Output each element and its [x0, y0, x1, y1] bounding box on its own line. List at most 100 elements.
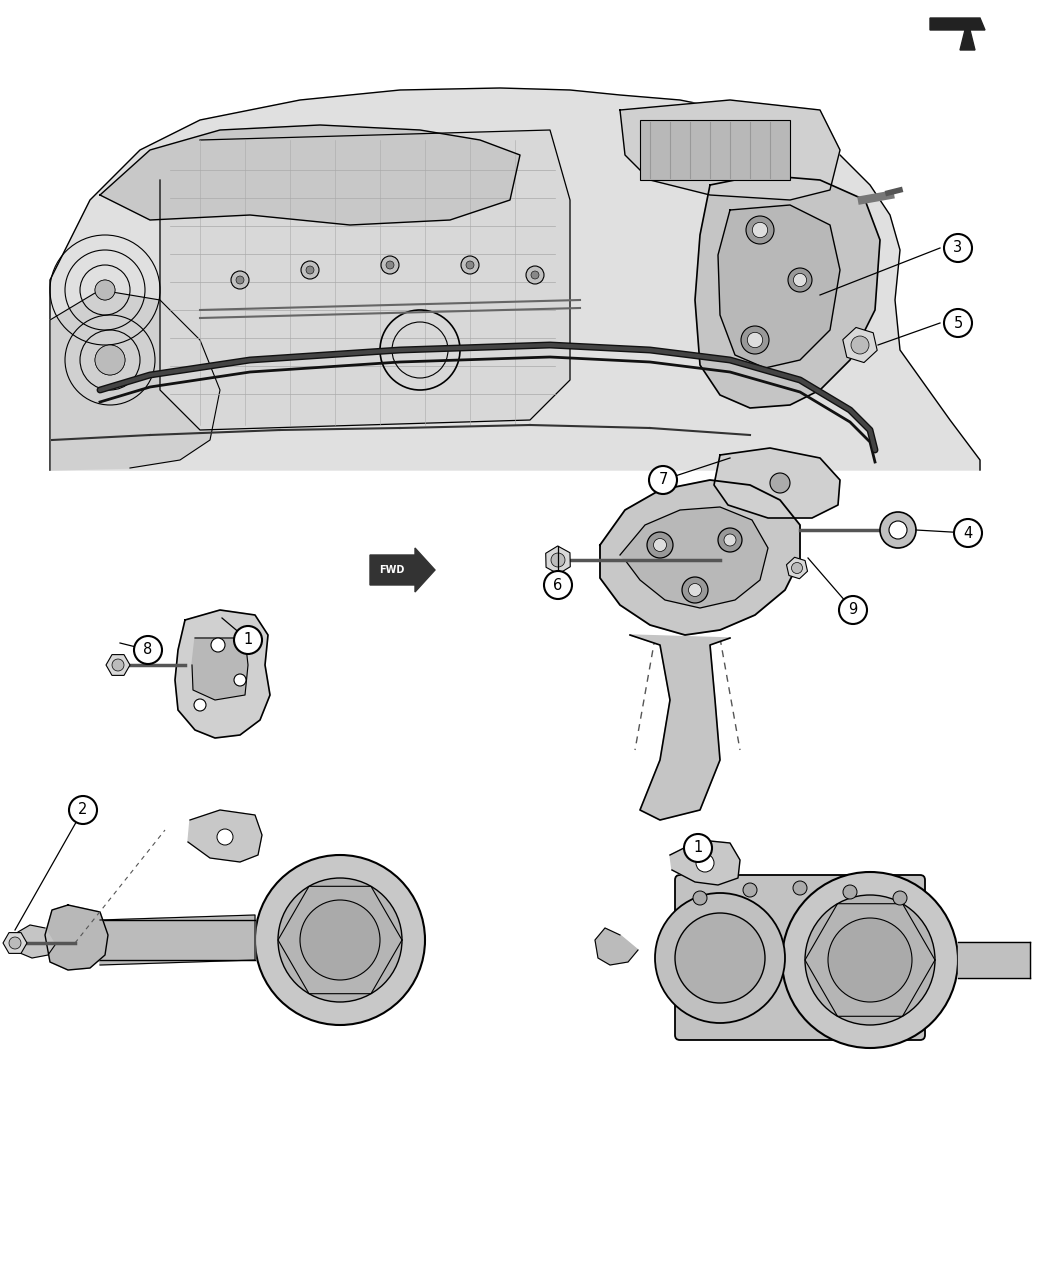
Circle shape	[461, 256, 479, 274]
Polygon shape	[620, 99, 840, 200]
Polygon shape	[630, 635, 730, 820]
Circle shape	[526, 266, 544, 284]
Circle shape	[531, 272, 539, 279]
Circle shape	[301, 261, 319, 279]
Text: 3: 3	[953, 241, 963, 255]
Circle shape	[112, 659, 124, 671]
Circle shape	[236, 275, 244, 284]
Polygon shape	[3, 932, 27, 954]
Circle shape	[211, 638, 225, 652]
FancyBboxPatch shape	[675, 875, 925, 1040]
Text: 2: 2	[79, 802, 88, 817]
Polygon shape	[670, 840, 740, 885]
Polygon shape	[546, 546, 570, 574]
Circle shape	[770, 473, 790, 493]
Polygon shape	[45, 905, 108, 970]
Circle shape	[850, 337, 869, 354]
Bar	[40, 15, 990, 470]
Circle shape	[647, 532, 673, 558]
Text: 6: 6	[553, 578, 563, 593]
Circle shape	[892, 891, 907, 905]
Circle shape	[788, 268, 812, 292]
Circle shape	[684, 834, 712, 862]
Polygon shape	[192, 638, 248, 700]
Circle shape	[748, 333, 762, 348]
Polygon shape	[175, 609, 270, 738]
Circle shape	[743, 884, 757, 898]
Circle shape	[880, 513, 916, 548]
Circle shape	[551, 553, 565, 567]
Circle shape	[466, 261, 474, 269]
Circle shape	[693, 891, 707, 905]
Polygon shape	[718, 205, 840, 368]
Circle shape	[544, 571, 572, 599]
Circle shape	[194, 699, 206, 711]
Circle shape	[828, 918, 912, 1002]
Circle shape	[234, 626, 262, 654]
Circle shape	[306, 266, 314, 274]
Text: 1: 1	[693, 840, 702, 856]
Circle shape	[792, 562, 802, 574]
Circle shape	[9, 937, 21, 949]
Circle shape	[843, 885, 857, 899]
Polygon shape	[100, 915, 255, 965]
Polygon shape	[695, 175, 880, 408]
Circle shape	[794, 273, 806, 287]
Polygon shape	[714, 448, 840, 518]
Polygon shape	[50, 289, 220, 470]
Circle shape	[300, 900, 380, 980]
Circle shape	[724, 534, 736, 546]
Circle shape	[381, 256, 399, 274]
Circle shape	[718, 528, 742, 552]
Polygon shape	[595, 928, 638, 965]
Circle shape	[793, 881, 807, 895]
Text: 8: 8	[144, 643, 152, 658]
Circle shape	[682, 578, 708, 603]
Circle shape	[278, 878, 402, 1002]
Text: 5: 5	[953, 315, 963, 330]
Circle shape	[649, 465, 677, 493]
Circle shape	[696, 854, 714, 872]
Circle shape	[386, 261, 394, 269]
Circle shape	[675, 913, 765, 1003]
Circle shape	[94, 346, 125, 375]
Polygon shape	[620, 507, 768, 608]
Polygon shape	[843, 328, 877, 362]
Circle shape	[655, 892, 785, 1023]
Circle shape	[944, 309, 972, 337]
Circle shape	[69, 796, 97, 824]
Circle shape	[217, 829, 233, 845]
Text: 9: 9	[848, 603, 858, 617]
Circle shape	[231, 272, 249, 289]
Circle shape	[255, 856, 425, 1025]
Polygon shape	[600, 479, 800, 635]
Text: 1: 1	[244, 632, 253, 648]
Text: 4: 4	[964, 525, 972, 541]
Polygon shape	[160, 130, 570, 430]
Polygon shape	[50, 88, 980, 470]
Circle shape	[752, 222, 768, 237]
Circle shape	[234, 674, 246, 686]
Circle shape	[94, 280, 116, 300]
Text: FWD: FWD	[379, 565, 404, 575]
Circle shape	[944, 235, 972, 261]
Polygon shape	[100, 125, 520, 224]
Polygon shape	[15, 924, 55, 958]
Circle shape	[839, 595, 867, 623]
Polygon shape	[930, 18, 985, 50]
Circle shape	[746, 215, 774, 244]
Text: 7: 7	[658, 473, 668, 487]
Polygon shape	[106, 654, 130, 676]
Circle shape	[954, 519, 982, 547]
Circle shape	[653, 538, 667, 552]
Circle shape	[782, 872, 958, 1048]
Polygon shape	[188, 810, 262, 862]
Polygon shape	[370, 548, 435, 592]
Circle shape	[805, 895, 934, 1025]
Circle shape	[741, 326, 769, 354]
Circle shape	[889, 521, 907, 539]
Circle shape	[689, 584, 701, 597]
Bar	[640, 120, 790, 180]
Circle shape	[134, 636, 162, 664]
Polygon shape	[786, 557, 807, 579]
